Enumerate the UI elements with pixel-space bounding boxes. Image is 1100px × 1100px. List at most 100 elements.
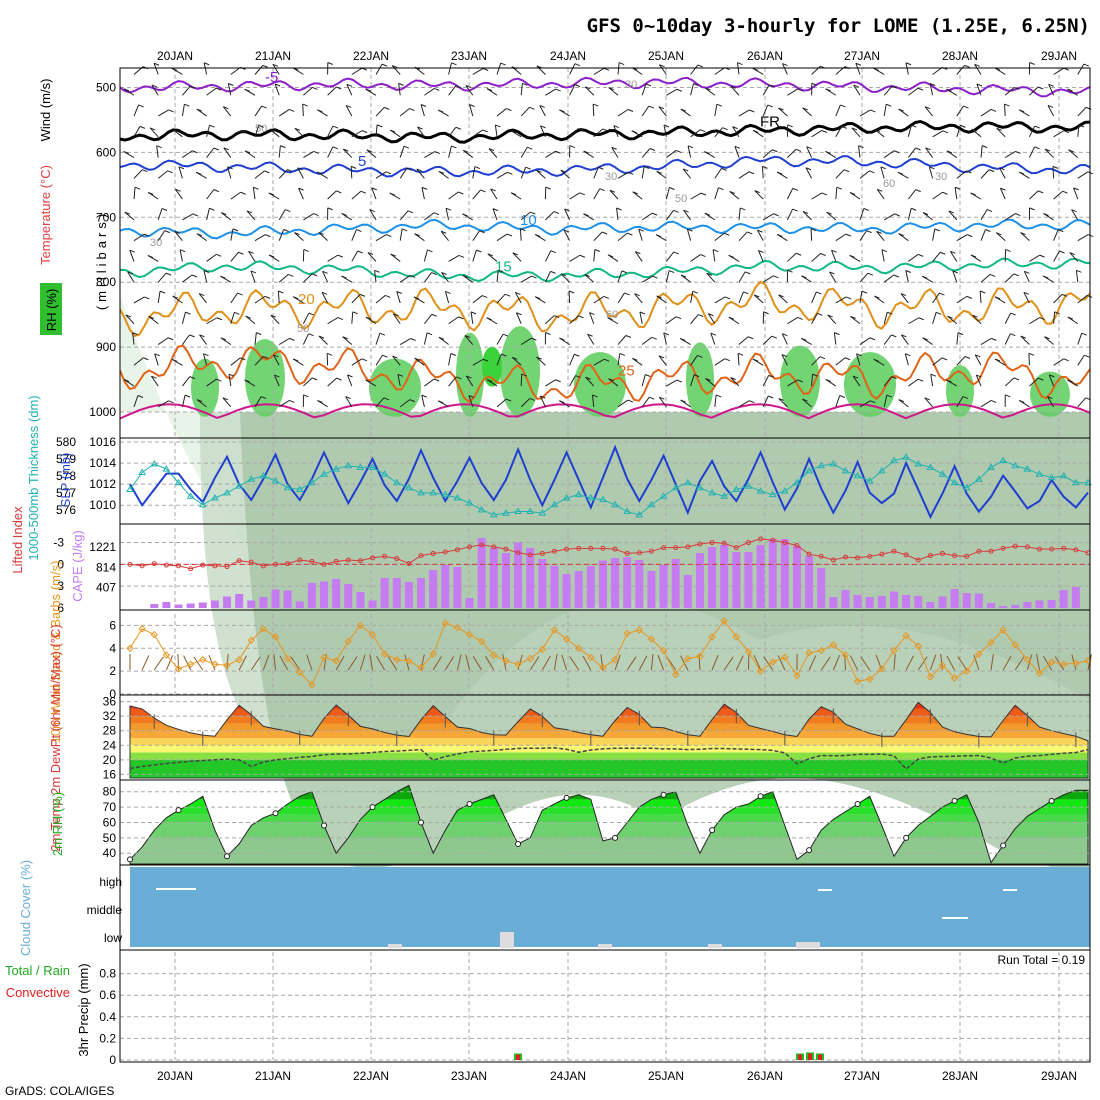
wind-barb-flag [142, 169, 148, 173]
surface-wind-barb [208, 654, 216, 671]
wind-barb-flag [683, 209, 689, 213]
wind-barb [157, 208, 163, 221]
wind-barb [613, 125, 619, 137]
wind-barb-flag [313, 150, 319, 154]
wind-barb [254, 125, 260, 137]
wind-barb [157, 109, 169, 117]
wind-barb-flag [648, 105, 655, 109]
wind-barb [851, 127, 861, 138]
wind-barb-flag [1047, 104, 1054, 108]
surface-wind-barb [929, 654, 937, 671]
surface-wind-barb [657, 654, 665, 671]
wind-barb [539, 395, 546, 408]
wind-barb-flag [486, 379, 493, 383]
wind-barb [883, 274, 895, 283]
surface-wind-barb [529, 656, 540, 671]
wind-barb [448, 62, 452, 75]
wind-barb [472, 129, 483, 138]
dewpoint-line [129, 747, 1089, 770]
wind-barb-flag [972, 314, 978, 318]
top-date-label: 20JAN [157, 49, 193, 63]
wind-barb [396, 291, 401, 304]
wind-barb [342, 148, 353, 158]
wind-barb-flag [285, 209, 291, 213]
wind-barb-flag [656, 170, 662, 174]
wind-barb-flag [172, 129, 179, 132]
wind-barb-flag [129, 249, 135, 253]
wind-barb-flag [1020, 232, 1026, 236]
wind-barb [223, 147, 232, 158]
wind-barb-flag [482, 129, 488, 133]
wind-speed-point [223, 661, 231, 670]
wind-barb-flag [278, 290, 284, 294]
wind-barb [835, 169, 845, 179]
cape-bar [841, 590, 850, 608]
wind-barb-flag [171, 358, 178, 362]
rh-shade-plume [482, 346, 502, 387]
cloud-high-bar [156, 888, 196, 890]
wind-barb-flag [692, 290, 698, 294]
wind-barb [230, 292, 238, 304]
wind-barb [1047, 105, 1055, 117]
cape-bar [732, 552, 741, 608]
wind-barb [835, 357, 846, 366]
wind-barb-flag [1054, 311, 1060, 315]
wind-barb [564, 208, 571, 221]
temperature-axis-label: Temperature (°C) [38, 165, 53, 265]
wind-barb [124, 211, 135, 221]
wind-barb-flag [1063, 130, 1070, 134]
wind-barb [905, 270, 909, 283]
wind-barb-flag [213, 147, 220, 151]
wind-barb [905, 62, 909, 75]
cape-bar [453, 567, 462, 608]
wind-barb-flag [216, 378, 222, 382]
wind-barb-flag [898, 108, 904, 112]
wind-barb [948, 210, 958, 221]
thickness-point [817, 461, 826, 469]
wind-barb [470, 311, 474, 324]
wind-barb [617, 232, 628, 242]
surface-wind-barb [957, 656, 968, 671]
cape-bar [792, 546, 801, 608]
wind-barb-flag [1019, 399, 1025, 403]
wind-barb-flag [1029, 62, 1035, 65]
wind-barb-flag [839, 395, 845, 398]
wind-barb-flag [1068, 149, 1074, 153]
wind-barb-flag [482, 295, 488, 299]
wind-barb-flag [873, 67, 880, 71]
wind-barb [976, 83, 982, 96]
cape-bar [417, 578, 426, 608]
wind-barb-flag [989, 169, 995, 173]
thickness-point [380, 470, 389, 477]
wind-barb [874, 129, 885, 138]
thickness-point [295, 485, 304, 492]
wind-barb-flag [638, 228, 644, 232]
wind-speed-point [514, 660, 522, 668]
wind-speed-point [963, 667, 971, 675]
wind-barb [658, 396, 667, 408]
wind-barb-flag [227, 166, 233, 170]
wind-barb-flag [332, 146, 339, 150]
wind-barb-flag [434, 87, 440, 91]
isotherm-label: 25 [618, 363, 635, 380]
surface-wind-barb [517, 654, 523, 671]
wind-barb [441, 272, 450, 283]
wind-barb-flag [414, 233, 420, 237]
wind-barb-flag [925, 147, 931, 151]
footer-credit: GrADS: COLA/IGES [5, 1084, 114, 1098]
wind-barb [1004, 213, 1016, 221]
wind-barb-flag [545, 332, 551, 335]
lifted-index-point [564, 546, 570, 552]
lifted-index-point [612, 546, 618, 552]
wind-barb-flag [811, 82, 817, 86]
wind-barb-flag [245, 315, 251, 319]
lifted-index-point [382, 553, 388, 559]
wind-barb [883, 150, 895, 158]
wind-barb [327, 254, 339, 262]
wind-barb-flag [994, 358, 1001, 362]
wind-barb [496, 398, 507, 408]
wind-barb [416, 168, 425, 179]
wind-barb [806, 146, 813, 158]
wind-barb-flag [486, 317, 492, 321]
